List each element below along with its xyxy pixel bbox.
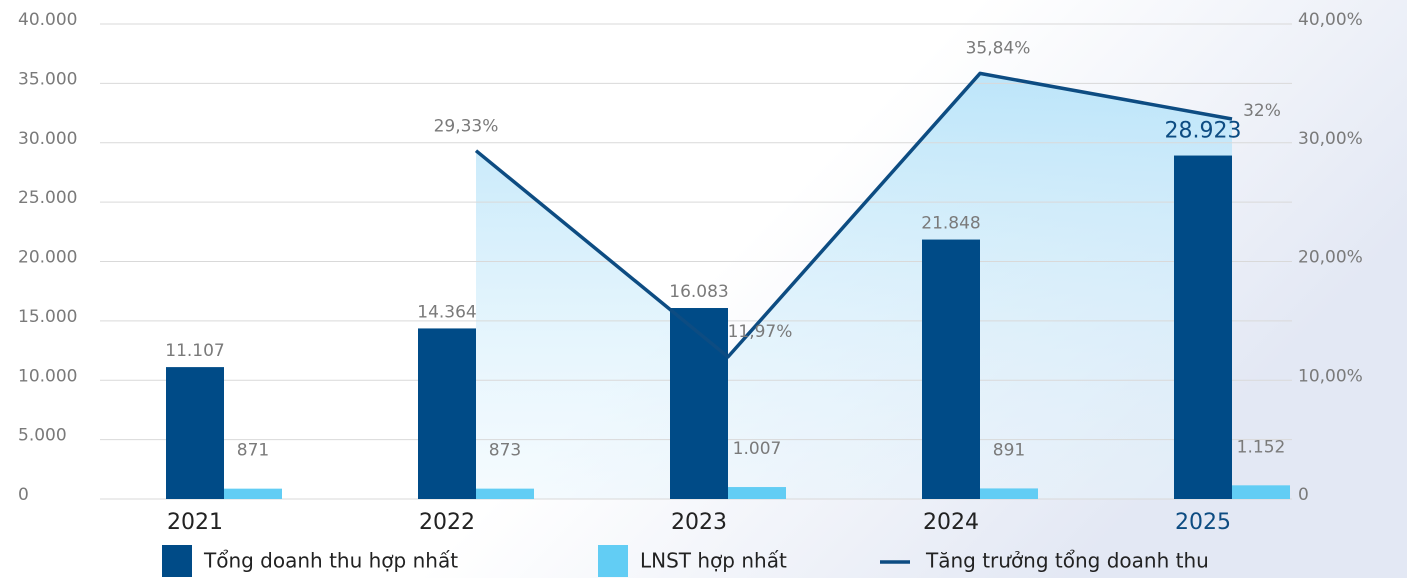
- bar: [980, 488, 1038, 499]
- y-tick-label: 25.000: [18, 188, 77, 208]
- legend-swatch: [598, 545, 628, 577]
- x-tick-label: 2021: [167, 510, 223, 535]
- y2-tick-label: 10,00%: [1298, 366, 1363, 386]
- y-tick-label: 5.000: [18, 426, 67, 446]
- y-tick-label: 40.000: [18, 10, 77, 30]
- y-tick-label: 0: [18, 485, 29, 505]
- bar: [418, 328, 476, 499]
- bar: [670, 308, 728, 499]
- value-label: 16.083: [669, 282, 728, 302]
- x-tick-label: 2025: [1175, 510, 1231, 535]
- y-tick-label: 15.000: [18, 307, 77, 327]
- value-label: 1.152: [1237, 437, 1286, 457]
- legend-label: Tăng trưởng tổng doanh thu: [925, 549, 1209, 573]
- x-tick-label: 2022: [419, 510, 475, 535]
- legend-label: Tổng doanh thu hợp nhất: [203, 549, 458, 573]
- y-tick-label: 35.000: [18, 69, 77, 89]
- legend-label: LNST hợp nhất: [640, 549, 787, 573]
- value-label: 871: [237, 441, 269, 461]
- value-label: 11.107: [165, 341, 224, 361]
- bar: [224, 488, 282, 499]
- line-value-label: 32%: [1243, 101, 1281, 121]
- line-value-label: 11,97%: [728, 322, 793, 342]
- y-tick-label: 30.000: [18, 129, 77, 149]
- line: [474, 71, 1233, 359]
- y2-tick-label: 20,00%: [1298, 248, 1363, 268]
- value-label: 14.364: [417, 302, 476, 322]
- y-tick-label: 20.000: [18, 248, 77, 268]
- value-label: 891: [993, 440, 1025, 460]
- bar: [1232, 485, 1290, 499]
- y2-tick-label: 40,00%: [1298, 10, 1363, 30]
- bar: [476, 488, 534, 499]
- y2-tick-label: 0: [1298, 485, 1309, 505]
- bar: [922, 239, 980, 499]
- value-label: 1.007: [733, 439, 782, 459]
- y-tick-label: 10.000: [18, 366, 77, 386]
- legend-swatch: [162, 545, 192, 577]
- line-value-label: 35,84%: [966, 38, 1031, 58]
- area-fill: [476, 73, 1232, 500]
- value-label: 28.923: [1165, 119, 1242, 144]
- x-tick-label: 2023: [671, 510, 727, 535]
- bar: [166, 367, 224, 499]
- bar: [1174, 155, 1232, 499]
- line-value-label: 29,33%: [434, 117, 499, 137]
- value-label: 873: [489, 441, 521, 461]
- y2-tick-label: 30,00%: [1298, 129, 1363, 149]
- value-label: 21.848: [921, 214, 980, 234]
- bar: [728, 487, 786, 499]
- x-tick-label: 2024: [923, 510, 979, 535]
